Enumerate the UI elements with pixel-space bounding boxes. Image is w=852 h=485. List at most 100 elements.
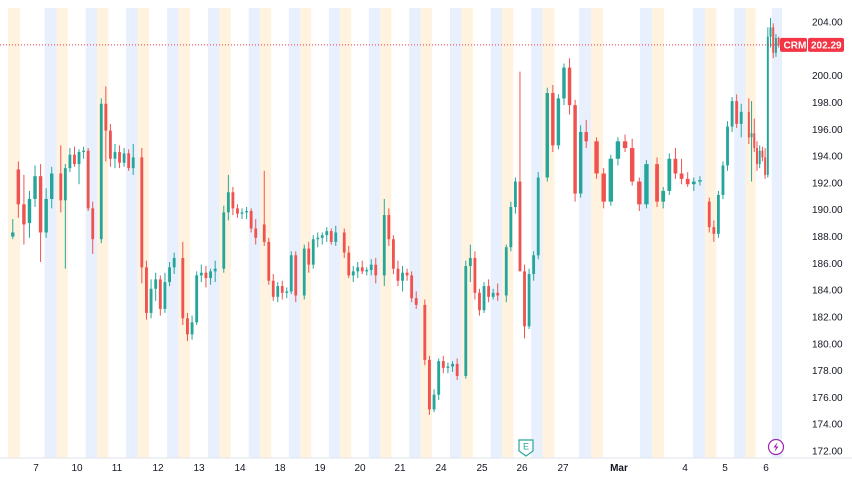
price-axis[interactable]: 204.00 200.00 198.00 196.00 194.00 192.00 190.… <box>812 18 843 458</box>
candle[interactable] <box>294 251 298 303</box>
candle[interactable] <box>735 94 739 128</box>
candle[interactable] <box>769 17 772 48</box>
candle[interactable] <box>446 362 450 374</box>
candle[interactable] <box>637 177 642 212</box>
candle[interactable] <box>158 275 162 316</box>
candle[interactable] <box>504 244 508 303</box>
candle[interactable] <box>601 168 606 209</box>
candle[interactable] <box>691 177 696 191</box>
candle[interactable] <box>473 251 477 300</box>
lightning-icon[interactable] <box>767 438 785 456</box>
candle[interactable] <box>374 257 378 284</box>
candle[interactable] <box>451 361 454 372</box>
candle[interactable] <box>774 34 777 57</box>
candle[interactable] <box>172 252 176 275</box>
candle[interactable] <box>523 264 526 339</box>
candle[interactable] <box>226 174 230 221</box>
candle[interactable] <box>245 207 249 220</box>
candle[interactable] <box>231 186 235 216</box>
candle[interactable] <box>365 267 369 276</box>
candle[interactable] <box>432 389 436 413</box>
candle[interactable] <box>405 268 409 281</box>
candle[interactable] <box>536 172 540 260</box>
candle[interactable] <box>396 260 400 287</box>
candle[interactable] <box>271 274 275 301</box>
candle[interactable] <box>262 170 266 246</box>
candle[interactable] <box>482 282 486 313</box>
candle[interactable] <box>181 241 185 325</box>
candle[interactable] <box>410 271 414 303</box>
candle[interactable] <box>108 123 112 167</box>
candle[interactable] <box>455 358 459 380</box>
candle[interactable] <box>320 232 324 245</box>
candle[interactable] <box>44 188 48 238</box>
candle[interactable] <box>280 280 284 300</box>
candle[interactable] <box>302 244 306 300</box>
candle[interactable] <box>33 165 37 208</box>
candle[interactable] <box>267 237 271 285</box>
candle[interactable] <box>311 235 315 269</box>
candle[interactable] <box>73 146 76 167</box>
candle[interactable] <box>615 137 621 166</box>
candle[interactable] <box>104 86 108 162</box>
candle[interactable] <box>236 204 239 218</box>
candle[interactable] <box>307 241 311 273</box>
candle[interactable] <box>698 176 702 186</box>
candle[interactable] <box>487 279 491 303</box>
candle[interactable] <box>401 265 404 292</box>
candle[interactable] <box>391 235 395 275</box>
candle[interactable] <box>249 208 253 233</box>
candle[interactable] <box>342 228 346 258</box>
candle[interactable] <box>712 220 716 242</box>
candle[interactable] <box>556 94 561 150</box>
candle[interactable] <box>382 198 386 287</box>
candle[interactable] <box>527 268 531 330</box>
candle[interactable] <box>518 71 522 272</box>
candle[interactable] <box>644 160 649 209</box>
candle[interactable] <box>766 27 769 178</box>
candle[interactable] <box>667 153 672 195</box>
candle[interactable] <box>276 282 280 303</box>
candle[interactable] <box>496 283 500 301</box>
candle[interactable] <box>755 141 758 171</box>
candle[interactable] <box>753 118 756 153</box>
candle[interactable] <box>464 260 468 379</box>
candle[interactable] <box>584 119 588 149</box>
candle[interactable] <box>468 244 472 283</box>
candle[interactable] <box>113 143 117 169</box>
candle[interactable] <box>149 279 153 319</box>
candle[interactable] <box>491 288 495 300</box>
candle[interactable] <box>629 138 635 186</box>
candle[interactable] <box>240 208 244 220</box>
candle[interactable] <box>441 355 445 374</box>
candle[interactable] <box>685 172 690 187</box>
candle[interactable] <box>186 312 189 342</box>
candle[interactable] <box>369 259 373 276</box>
candle[interactable] <box>204 265 208 288</box>
candle[interactable] <box>329 228 333 245</box>
candle[interactable] <box>622 134 628 153</box>
candle[interactable] <box>82 146 86 159</box>
candle[interactable] <box>285 287 289 299</box>
candle[interactable] <box>360 260 364 275</box>
candle[interactable] <box>213 260 217 283</box>
candle[interactable] <box>91 201 95 254</box>
candle[interactable] <box>118 145 121 169</box>
candle[interactable] <box>49 166 54 209</box>
candle[interactable] <box>707 197 711 233</box>
candle[interactable] <box>437 358 441 401</box>
candle[interactable] <box>661 186 666 209</box>
candle[interactable] <box>594 137 599 179</box>
candle[interactable] <box>334 225 338 246</box>
candle[interactable] <box>387 208 391 246</box>
candle[interactable] <box>16 161 21 218</box>
candle[interactable] <box>545 87 550 182</box>
candle[interactable] <box>747 98 750 144</box>
candle[interactable] <box>254 219 258 245</box>
candle[interactable] <box>99 98 103 244</box>
candle[interactable] <box>726 121 729 171</box>
candle[interactable] <box>325 227 329 242</box>
candle[interactable] <box>423 299 427 366</box>
